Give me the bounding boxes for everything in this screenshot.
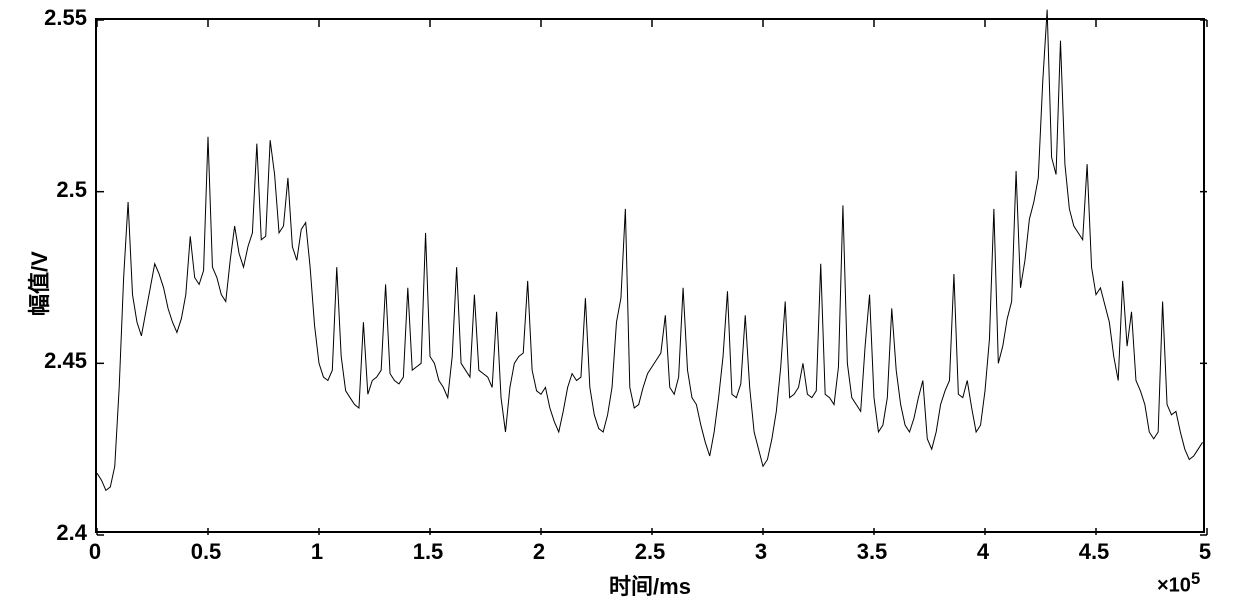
y-tick-label: 2.45 xyxy=(44,348,87,374)
x-exponent-label: ×105 xyxy=(1157,569,1200,598)
signal-chart: 0 0.5 1 1.5 2 2.5 3 3.5 4 4.5 5 2.4 2.45 2.5 2.55 时间/… xyxy=(0,0,1240,610)
x-tick-label: 2.5 xyxy=(635,539,666,565)
plot-area xyxy=(95,18,1205,533)
y-tick-label: 2.55 xyxy=(44,5,87,31)
x-tick-label: 4.5 xyxy=(1079,539,1110,565)
y-tick-label: 2.5 xyxy=(56,177,87,203)
y-axis-label: 幅值/V xyxy=(22,251,54,316)
x-tick-label: 0 xyxy=(89,539,101,565)
x-tick-label: 2 xyxy=(533,539,545,565)
x-tick-label: 0.5 xyxy=(191,539,222,565)
y-tick-label: 2.4 xyxy=(56,520,87,546)
x-axis-label: 时间/ms xyxy=(609,569,691,601)
signal-line xyxy=(97,20,1207,535)
x-tick-label: 3.5 xyxy=(857,539,888,565)
x-tick-label: 1.5 xyxy=(413,539,444,565)
x-tick-label: 5 xyxy=(1199,539,1211,565)
x-tick-label: 1 xyxy=(311,539,323,565)
x-tick-label: 3 xyxy=(755,539,767,565)
x-tick-label: 4 xyxy=(977,539,989,565)
